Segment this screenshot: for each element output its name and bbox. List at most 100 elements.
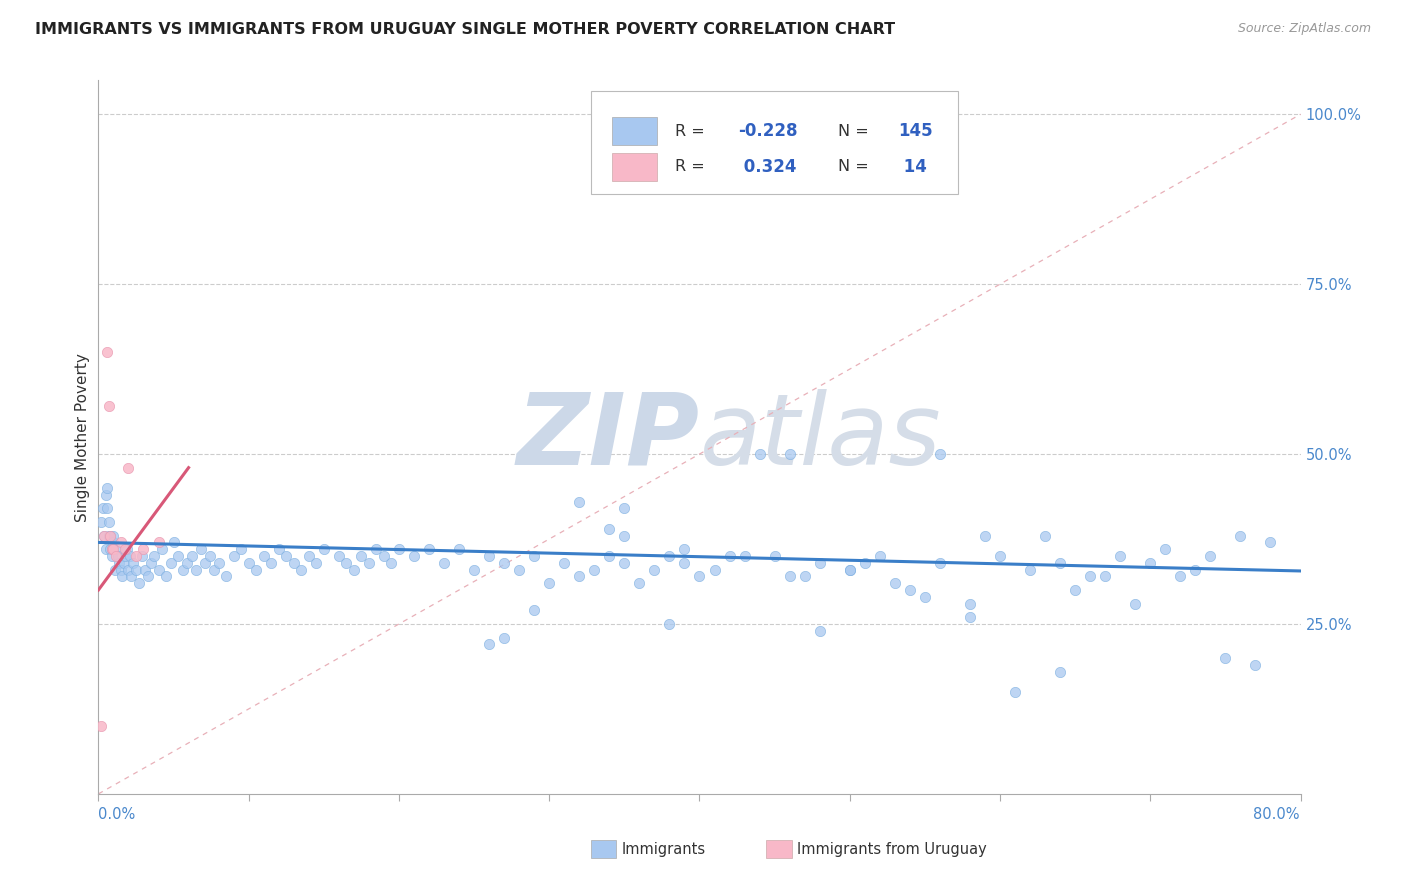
Point bbox=[1109, 549, 1132, 563]
Point bbox=[763, 549, 786, 563]
Text: atlas: atlas bbox=[700, 389, 941, 485]
Point bbox=[494, 631, 516, 645]
Point bbox=[122, 556, 145, 570]
Point bbox=[114, 542, 136, 557]
Point bbox=[613, 528, 636, 542]
Point bbox=[148, 535, 170, 549]
Point bbox=[238, 556, 260, 570]
Point bbox=[260, 556, 283, 570]
Point bbox=[335, 556, 357, 570]
Point bbox=[523, 549, 546, 563]
Point bbox=[134, 563, 156, 577]
Point bbox=[290, 563, 312, 577]
Point bbox=[97, 400, 120, 414]
Y-axis label: Single Mother Poverty: Single Mother Poverty bbox=[75, 352, 90, 522]
Point bbox=[1064, 582, 1087, 597]
Point bbox=[689, 569, 711, 583]
Point bbox=[1139, 556, 1161, 570]
Point bbox=[598, 549, 620, 563]
Text: 145: 145 bbox=[898, 122, 932, 140]
Point bbox=[100, 528, 122, 542]
Point bbox=[253, 549, 276, 563]
Point bbox=[433, 556, 456, 570]
Point bbox=[568, 569, 591, 583]
Point bbox=[128, 576, 150, 591]
Point bbox=[1049, 665, 1071, 679]
Point bbox=[748, 447, 770, 461]
Point bbox=[838, 563, 860, 577]
Point bbox=[245, 563, 267, 577]
Point bbox=[117, 563, 139, 577]
Point bbox=[1154, 542, 1177, 557]
FancyBboxPatch shape bbox=[592, 91, 957, 194]
Text: ZIP: ZIP bbox=[516, 389, 700, 485]
Point bbox=[107, 549, 129, 563]
Point bbox=[808, 556, 831, 570]
Point bbox=[1244, 657, 1267, 672]
Point bbox=[598, 522, 620, 536]
Point bbox=[1033, 528, 1056, 542]
Point bbox=[276, 549, 298, 563]
Point bbox=[1078, 569, 1101, 583]
Point bbox=[103, 528, 125, 542]
Point bbox=[1260, 535, 1282, 549]
Point bbox=[104, 563, 127, 577]
Point bbox=[463, 563, 485, 577]
Point bbox=[167, 549, 190, 563]
Point bbox=[643, 563, 665, 577]
Text: Source: ZipAtlas.com: Source: ZipAtlas.com bbox=[1237, 22, 1371, 36]
Point bbox=[111, 569, 134, 583]
Point bbox=[538, 576, 561, 591]
Point bbox=[959, 597, 981, 611]
Text: Immigrants: Immigrants bbox=[621, 842, 706, 856]
Point bbox=[101, 542, 124, 557]
Point bbox=[523, 603, 546, 617]
Point bbox=[132, 542, 155, 557]
Point bbox=[101, 542, 124, 557]
Point bbox=[131, 549, 153, 563]
Text: R =: R = bbox=[675, 160, 706, 174]
Point bbox=[108, 556, 131, 570]
Point bbox=[139, 556, 162, 570]
Point bbox=[118, 549, 141, 563]
Point bbox=[180, 549, 202, 563]
Point bbox=[115, 542, 138, 557]
Point bbox=[101, 549, 124, 563]
Point bbox=[388, 542, 411, 557]
Point bbox=[103, 535, 125, 549]
Point bbox=[103, 542, 125, 557]
Point bbox=[1123, 597, 1146, 611]
Point bbox=[194, 556, 217, 570]
Point bbox=[96, 481, 118, 495]
Point bbox=[105, 549, 128, 563]
Point bbox=[838, 563, 860, 577]
Point bbox=[494, 556, 516, 570]
Point bbox=[93, 528, 115, 542]
Point bbox=[673, 556, 696, 570]
Point bbox=[613, 556, 636, 570]
Point bbox=[988, 549, 1011, 563]
Text: R =: R = bbox=[675, 124, 706, 138]
Point bbox=[100, 542, 122, 557]
Point bbox=[94, 542, 117, 557]
Point bbox=[96, 345, 118, 359]
Point bbox=[125, 549, 148, 563]
Point bbox=[125, 563, 148, 577]
Point bbox=[143, 549, 166, 563]
Point bbox=[357, 556, 380, 570]
Point bbox=[305, 556, 328, 570]
Point bbox=[121, 569, 143, 583]
Point bbox=[974, 528, 997, 542]
Point bbox=[148, 563, 170, 577]
Point bbox=[1004, 685, 1026, 699]
Point bbox=[117, 460, 139, 475]
Point bbox=[883, 576, 905, 591]
Point bbox=[231, 542, 253, 557]
Point bbox=[914, 590, 936, 604]
Point bbox=[553, 556, 575, 570]
Point bbox=[222, 549, 245, 563]
Point bbox=[1170, 569, 1192, 583]
Point bbox=[176, 556, 198, 570]
Point bbox=[1094, 569, 1116, 583]
Point bbox=[929, 556, 952, 570]
